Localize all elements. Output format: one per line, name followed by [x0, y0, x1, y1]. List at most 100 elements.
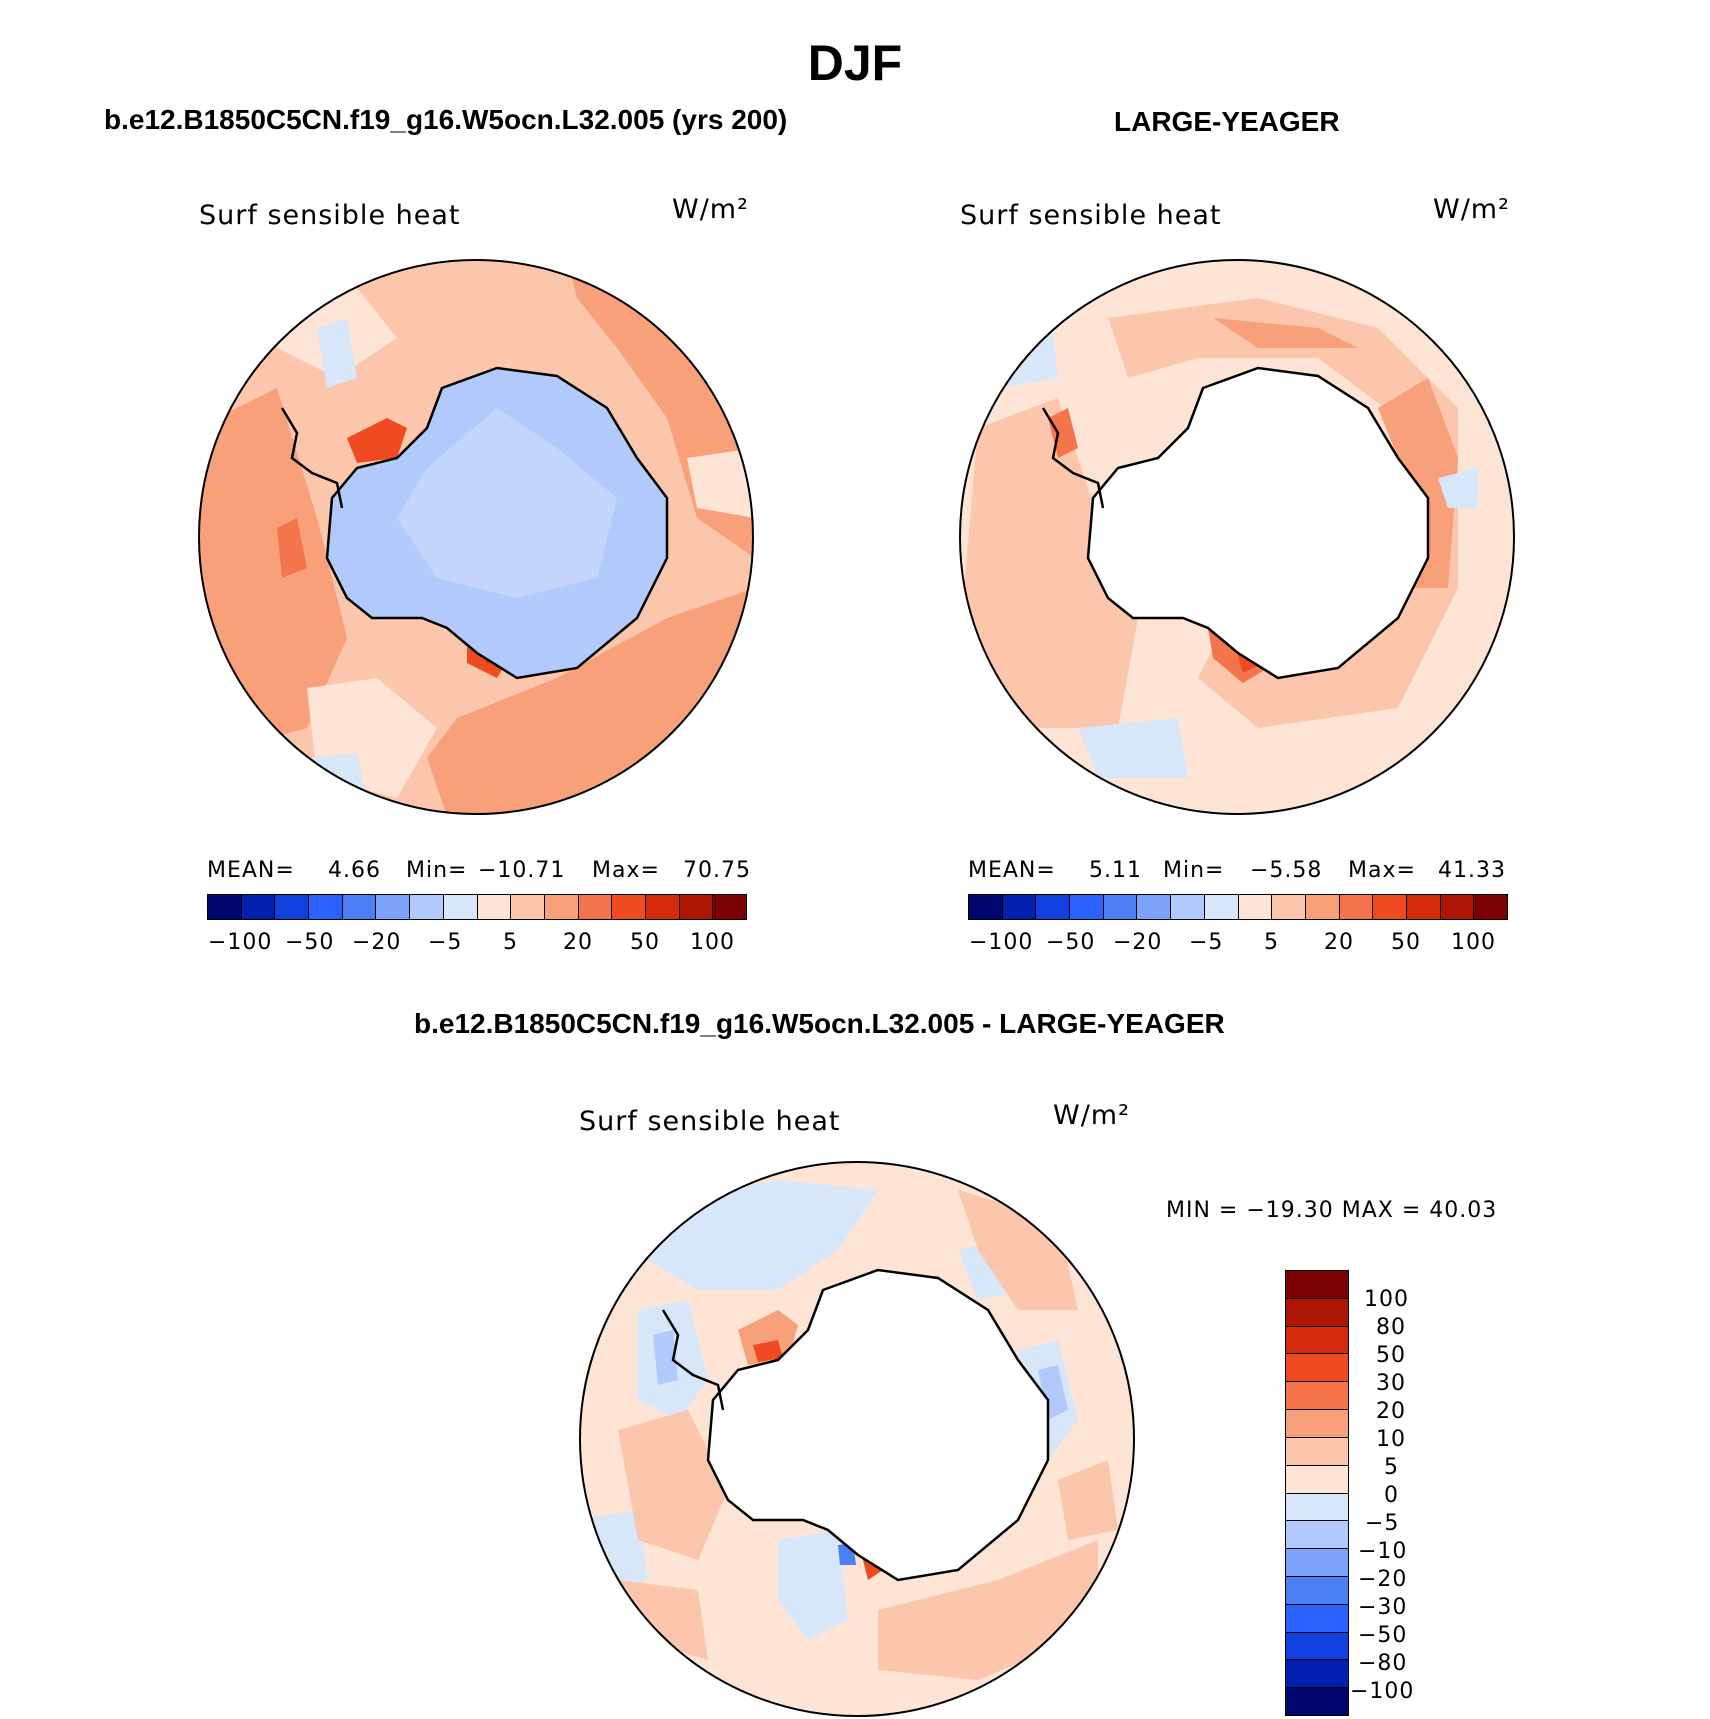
diff-units-label: W/m² — [1053, 1100, 1130, 1131]
diff-colorbar-label: −10 — [1358, 1539, 1408, 1564]
colorbar-swatch — [1286, 1437, 1348, 1466]
panel1-max-value: 70.75 — [683, 858, 751, 883]
panel1-min-label: Min= — [406, 858, 468, 883]
panel2-min-value: −5.58 — [1250, 858, 1323, 883]
colorbar-swatch — [1286, 1688, 1348, 1715]
panel1-polar-map — [198, 259, 754, 815]
colorbar-swatch — [241, 895, 276, 919]
colorbar-swatch — [275, 895, 310, 919]
colorbar-swatch — [713, 895, 746, 919]
panel1-colorbar-label: −50 — [285, 930, 335, 955]
diff-minmax-label: MIN = −19.30 MAX = 40.03 — [1166, 1198, 1498, 1223]
panel2-case-title: LARGE-YEAGER — [1114, 106, 1340, 137]
diff-colorbar-label: 50 — [1376, 1343, 1406, 1368]
colorbar-swatch — [1373, 895, 1407, 919]
colorbar-swatch — [1305, 895, 1340, 919]
colorbar-swatch — [679, 895, 714, 919]
colorbar-swatch — [1286, 1549, 1348, 1577]
panel2-colorbar-label: 20 — [1324, 930, 1354, 955]
diff-title: b.e12.B1850C5CN.f19_g16.W5ocn.L32.005 - … — [414, 1008, 1225, 1039]
panel2-colorbar-label: −20 — [1113, 930, 1163, 955]
colorbar-swatch — [1286, 1410, 1348, 1438]
panel2-min-label: Min= — [1163, 858, 1225, 883]
panel2-mean-value: 5.11 — [1089, 858, 1142, 883]
colorbar-swatch — [477, 895, 512, 919]
page-title: DJF — [807, 35, 903, 91]
colorbar-swatch — [1286, 1354, 1348, 1383]
diff-polar-map — [579, 1161, 1135, 1717]
colorbar-swatch — [1286, 1576, 1348, 1605]
colorbar-swatch — [1406, 895, 1441, 919]
diff-colorbar-label: 20 — [1376, 1399, 1406, 1424]
diff-colorbar-label: 80 — [1376, 1315, 1406, 1340]
diff-colorbar-label: −100 — [1350, 1679, 1415, 1704]
diff-colorbar — [1285, 1270, 1349, 1716]
colorbar-swatch — [1286, 1604, 1348, 1633]
diff-colorbar-label: 30 — [1376, 1371, 1406, 1396]
panel1-mean-value: 4.66 — [328, 858, 381, 883]
panel2-units-label: W/m² — [1433, 194, 1510, 225]
colorbar-swatch — [544, 895, 579, 919]
colorbar-swatch — [1440, 895, 1475, 919]
panel2-colorbar-label: 100 — [1451, 930, 1496, 955]
diff-colorbar-label: 0 — [1384, 1483, 1399, 1508]
diff-colorbar-label: −30 — [1358, 1595, 1408, 1620]
colorbar-swatch — [1002, 895, 1037, 919]
panel1-min-value: −10.71 — [478, 858, 566, 883]
colorbar-swatch — [969, 895, 1003, 919]
colorbar-swatch — [612, 895, 646, 919]
diff-colorbar-label: −50 — [1358, 1623, 1408, 1648]
colorbar-swatch — [645, 895, 680, 919]
panel1-colorbar-label: −5 — [428, 930, 463, 955]
panel2-colorbar-label: 5 — [1264, 930, 1279, 955]
diff-colorbar-label: 5 — [1384, 1455, 1399, 1480]
colorbar-swatch — [1286, 1493, 1348, 1522]
diff-variable-label: Surf sensible heat — [579, 1106, 841, 1137]
panel1-colorbar-label: −20 — [352, 930, 402, 955]
panel2-colorbar — [968, 894, 1508, 920]
colorbar-swatch — [578, 895, 613, 919]
colorbar-swatch — [1171, 895, 1205, 919]
panel2-colorbar-label: −50 — [1046, 930, 1096, 955]
colorbar-swatch — [1204, 895, 1239, 919]
panel2-colorbar-label: −5 — [1189, 930, 1224, 955]
panel1-colorbar-label: 5 — [503, 930, 518, 955]
colorbar-swatch — [309, 895, 343, 919]
panel1-case-title: b.e12.B1850C5CN.f19_g16.W5ocn.L32.005 (y… — [104, 104, 788, 135]
panel2-mean-label: MEAN= — [968, 858, 1056, 883]
panel1-units-label: W/m² — [672, 194, 749, 225]
panel2-variable-label: Surf sensible heat — [960, 200, 1222, 231]
panel1-colorbar-label: 100 — [690, 930, 735, 955]
colorbar-swatch — [1272, 895, 1306, 919]
colorbar-swatch — [1286, 1298, 1348, 1327]
panel1-max-label: Max= — [592, 858, 660, 883]
panel2-colorbar-label: 50 — [1391, 930, 1421, 955]
colorbar-swatch — [1339, 895, 1374, 919]
colorbar-swatch — [1070, 895, 1104, 919]
colorbar-swatch — [208, 895, 242, 919]
panel2-colorbar-label: −100 — [969, 930, 1034, 955]
panel1-colorbar — [207, 894, 747, 920]
colorbar-swatch — [1286, 1632, 1348, 1661]
panel2-polar-map — [959, 259, 1515, 815]
panel1-colorbar-label: −100 — [208, 930, 273, 955]
colorbar-swatch — [1238, 895, 1273, 919]
colorbar-swatch — [1286, 1382, 1348, 1411]
colorbar-swatch — [342, 895, 377, 919]
colorbar-swatch — [1286, 1660, 1348, 1689]
colorbar-swatch — [1036, 895, 1071, 919]
colorbar-swatch — [1103, 895, 1138, 919]
colorbar-swatch — [1137, 895, 1172, 919]
panel2-max-value: 41.33 — [1438, 858, 1506, 883]
colorbar-swatch — [443, 895, 478, 919]
colorbar-swatch — [1286, 1465, 1348, 1494]
colorbar-swatch — [511, 895, 545, 919]
diff-colorbar-label: −80 — [1358, 1651, 1408, 1676]
colorbar-swatch — [1474, 895, 1507, 919]
panel1-colorbar-label: 20 — [563, 930, 593, 955]
panel1-colorbar-label: 50 — [630, 930, 660, 955]
diff-colorbar-label: 100 — [1364, 1287, 1409, 1312]
panel2-max-label: Max= — [1348, 858, 1416, 883]
diff-colorbar-label: −5 — [1365, 1511, 1400, 1536]
diff-colorbar-label: −20 — [1358, 1567, 1408, 1592]
